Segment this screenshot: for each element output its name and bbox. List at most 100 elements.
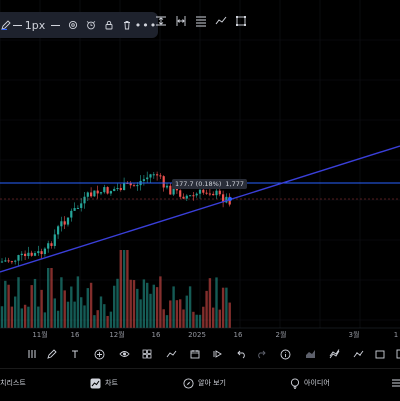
volume-bar [7,284,10,328]
candle [192,191,195,201]
candle [185,194,188,202]
compare-icon[interactable] [163,342,179,366]
frame-icon[interactable] [232,12,250,30]
more-icon[interactable]: ••• [134,18,158,32]
tab-ideas-label: 아이디어 [304,379,330,387]
compass-icon [183,377,194,389]
expand-icon[interactable] [392,342,400,366]
volume-bar [155,287,159,328]
volume-bar [221,287,225,328]
x-axis-label: 1 [394,331,398,339]
volume-bar [0,306,4,328]
x-axis-label: 2월 [276,330,287,339]
volume-bar [146,282,149,328]
info-icon[interactable] [277,342,293,366]
volume-bar [73,301,76,328]
calendar-icon[interactable] [187,342,203,366]
pencil-icon[interactable] [0,12,12,38]
menu-icon [392,378,400,388]
candle [113,186,116,192]
volume-bar [27,306,30,328]
price-range-icon[interactable] [152,12,170,30]
volume-bar [225,287,228,328]
volume-bar [188,286,192,328]
volume-bar [40,289,43,328]
volume-bar [122,250,126,328]
text-align-icon[interactable] [192,12,210,30]
replay-icon[interactable] [210,342,226,366]
tab-menu[interactable] [392,373,400,393]
volume-bar [169,300,172,328]
volume-bar [218,309,221,328]
strategy-icon[interactable] [326,342,342,366]
date-range-icon[interactable] [172,12,190,30]
candle [195,192,198,198]
candle [60,216,63,232]
pencil-icon[interactable] [44,342,60,366]
price-chart[interactable]: 11월 16 12월 16 2025 16 2월 3월 1 [0,0,400,342]
volume-bar [96,310,99,328]
candle [106,186,109,195]
tab-ideas[interactable]: 아이디어 [290,373,330,393]
trend-line[interactable] [0,145,400,273]
price-volume: 1,777 [225,180,245,188]
candle [208,187,211,197]
grid-icon[interactable] [139,342,155,366]
volume-bar [212,307,215,328]
price-tag: 177.7 (0.18%) 1,777 [172,179,248,189]
candle [222,190,225,208]
volume-bar [215,277,218,328]
volume-bar [66,301,70,328]
eye-icon[interactable] [116,342,132,366]
candle [63,216,66,230]
lock-icon[interactable] [100,12,118,38]
volume-bar [162,309,165,328]
settings-icon[interactable] [64,12,82,38]
candle [0,258,4,263]
candle [165,182,169,190]
candle [57,224,60,239]
bulb-icon [290,377,300,389]
layout-icon[interactable] [350,342,366,366]
volume-bar [152,284,155,328]
candle [116,183,119,191]
text-icon[interactable] [67,342,83,366]
fullscreen-icon[interactable] [372,342,388,366]
trend-icon[interactable] [212,12,230,30]
x-axis-label: 2025 [188,331,206,339]
volume-bar [50,268,53,328]
undo-icon[interactable] [234,342,250,366]
volume-bar [175,300,179,328]
tab-watchlist[interactable]: 치리스트 [0,373,26,393]
volume-bar [113,285,116,328]
candle [70,208,73,222]
x-axis-label: 3월 [349,330,360,339]
trash-icon[interactable] [118,12,136,38]
volume-bar [136,288,139,328]
tab-bar: 치리스트 차트 알아 보기 아이디어 [0,368,400,401]
volume-bar [99,296,103,328]
volume-bar [182,309,185,328]
volume-bar [179,299,182,328]
candle [37,245,40,256]
line-width-selector[interactable]: 1px [12,12,46,38]
add-icon[interactable] [91,342,107,366]
indicator-icon[interactable] [302,342,318,366]
line-handle[interactable] [228,197,232,201]
volume-bar [93,315,96,328]
candle [218,188,221,197]
candle [156,171,159,181]
candle [7,257,10,263]
style-line-icon[interactable] [46,12,64,38]
volume-bar [17,277,20,328]
tab-chart[interactable]: 차트 [90,373,118,393]
redo-icon[interactable] [253,342,269,366]
volume-bar [37,306,40,328]
candle [123,177,126,191]
alert-icon[interactable] [82,12,100,38]
tab-explore[interactable]: 알아 보기 [183,373,226,393]
candle [30,250,33,257]
volume-bar [56,310,60,328]
candle [53,229,56,249]
pause-icon[interactable] [24,342,40,366]
